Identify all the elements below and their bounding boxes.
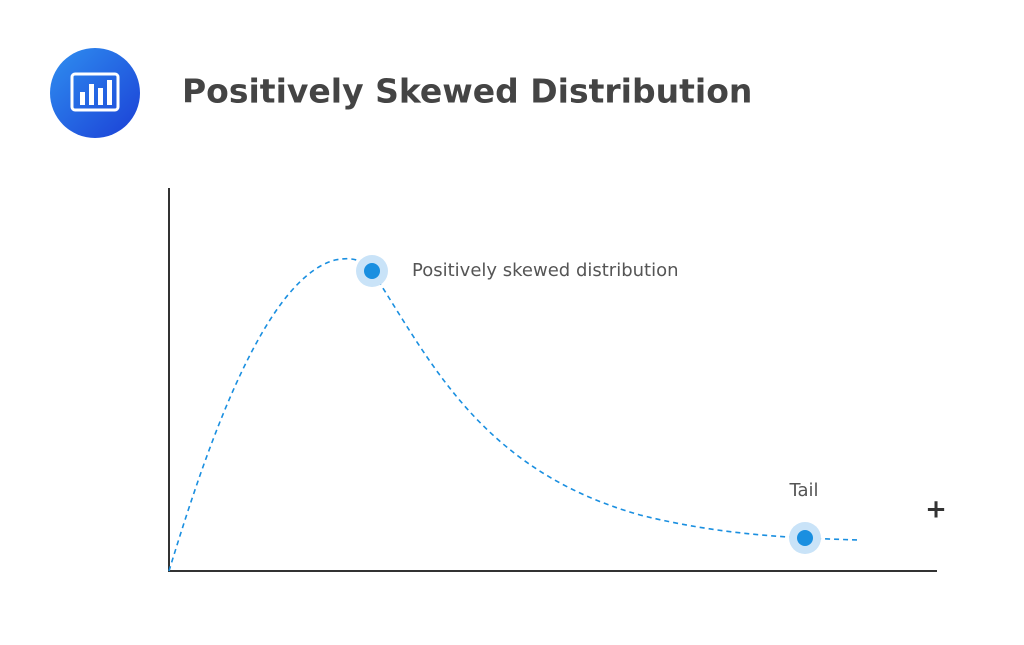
title: Positively Skewed Distribution [182,72,752,111]
peak-point [364,263,380,279]
header-icon [50,48,140,138]
tail-label: Tail [788,480,818,501]
axis-marker: + [925,495,947,525]
distribution-curve [168,257,861,572]
tail-point [797,530,813,546]
peak-label: Positively skewed distribution [412,260,679,281]
